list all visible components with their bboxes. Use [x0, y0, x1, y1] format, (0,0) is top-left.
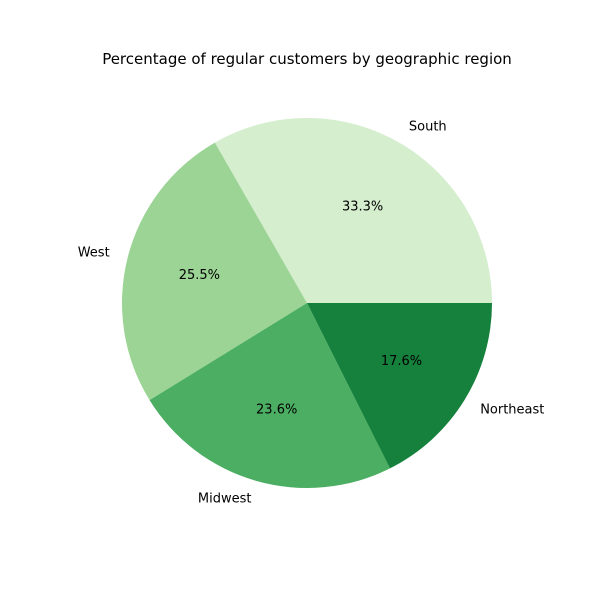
pct-label-west: 25.5%	[179, 268, 220, 283]
pct-label-northeast: 17.6%	[381, 354, 422, 369]
pie-labels: South 33.3% West 25.5% Midwest 23.6% Northeast…	[78, 119, 545, 506]
pie-slice-south	[214, 118, 492, 303]
pie-slices	[122, 118, 492, 488]
pct-label-midwest: 23.6%	[256, 402, 297, 417]
slice-label-south: South	[409, 119, 447, 134]
pie-slice-west	[122, 142, 307, 401]
chart-title: Percentage of regular customers by geogr…	[102, 50, 512, 68]
slice-label-west: West	[78, 246, 110, 261]
pct-label-south: 33.3%	[342, 199, 383, 214]
slice-label-midwest: Midwest	[198, 491, 252, 506]
pie-slice-northeast	[307, 303, 492, 469]
slice-label-northeast: Northeast	[480, 402, 544, 417]
pie-slice-midwest	[149, 303, 390, 488]
